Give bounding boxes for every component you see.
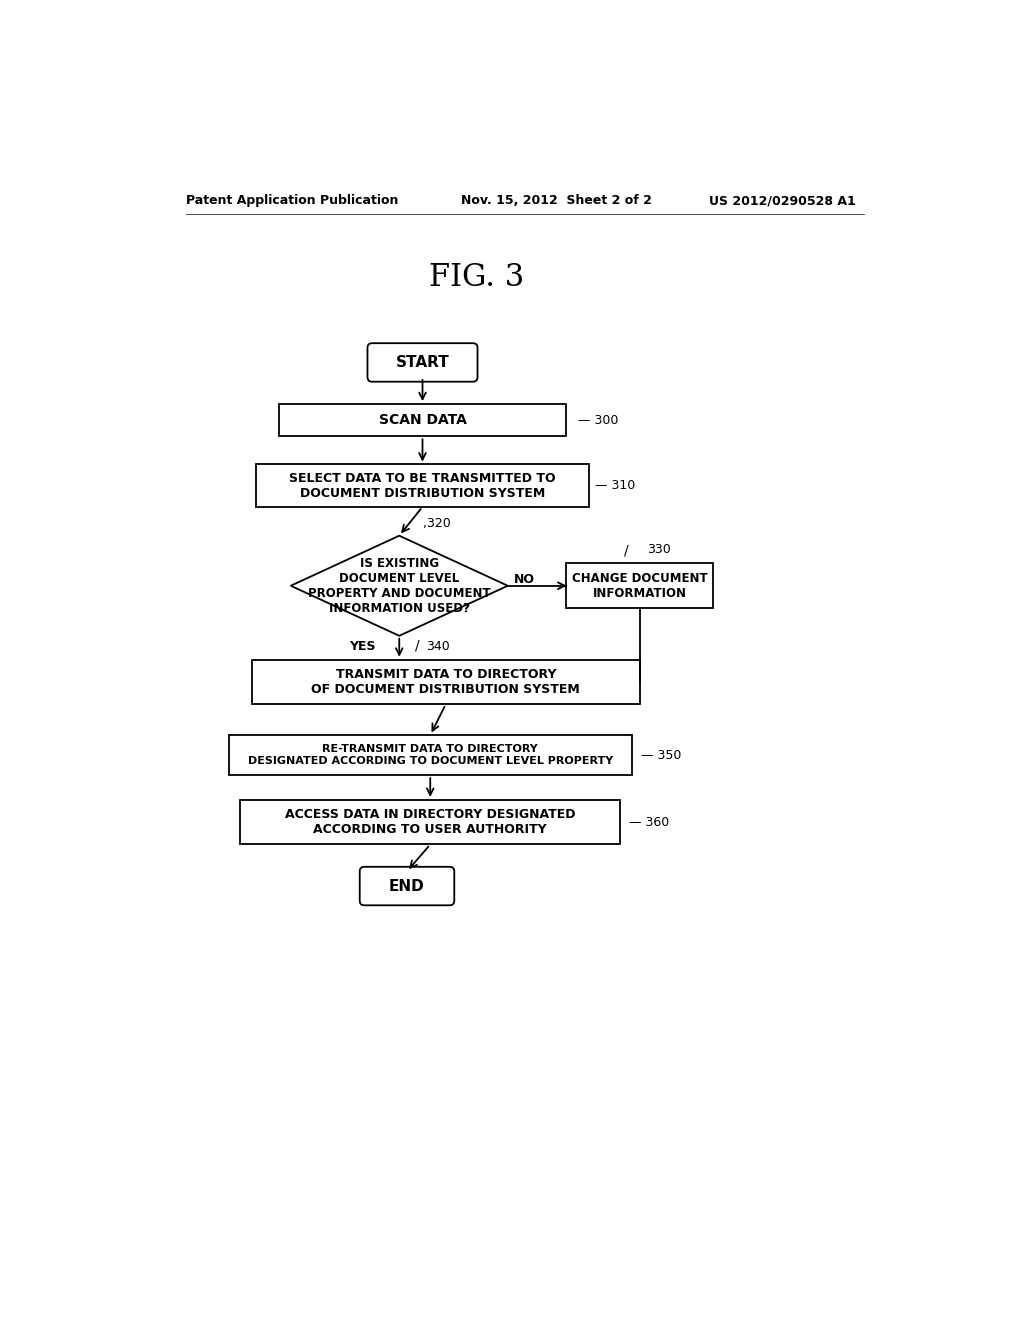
FancyBboxPatch shape (359, 867, 455, 906)
Text: ,320: ,320 (423, 516, 451, 529)
Text: START: START (395, 355, 450, 370)
Text: /: / (624, 544, 629, 557)
Text: YES: YES (349, 640, 376, 652)
Bar (280, 404, 566, 437)
Text: Nov. 15, 2012  Sheet 2 of 2: Nov. 15, 2012 Sheet 2 of 2 (461, 194, 652, 207)
Text: Patent Application Publication: Patent Application Publication (186, 194, 398, 207)
Text: — 360: — 360 (630, 816, 670, 829)
Text: US 2012/0290528 A1: US 2012/0290528 A1 (710, 194, 856, 207)
Text: SCAN DATA: SCAN DATA (379, 413, 467, 428)
Text: ACCESS DATA IN DIRECTORY DESIGNATED
ACCORDING TO USER AUTHORITY: ACCESS DATA IN DIRECTORY DESIGNATED ACCO… (285, 808, 575, 836)
Text: END: END (389, 879, 425, 894)
Text: NO: NO (514, 573, 535, 586)
Text: CHANGE DOCUMENT
INFORMATION: CHANGE DOCUMENT INFORMATION (571, 572, 708, 599)
Bar (566, 564, 713, 609)
Text: /: / (415, 638, 420, 652)
Polygon shape (291, 536, 508, 636)
Bar (252, 660, 640, 705)
Text: — 300: — 300 (578, 413, 617, 426)
Text: 330: 330 (647, 543, 671, 556)
Text: — 310: — 310 (595, 479, 636, 492)
Text: FIG. 3: FIG. 3 (429, 263, 524, 293)
Bar (256, 465, 589, 507)
Text: 340: 340 (426, 640, 451, 652)
FancyBboxPatch shape (368, 343, 477, 381)
Bar (228, 735, 632, 775)
Text: IS EXISTING
DOCUMENT LEVEL
PROPERTY AND DOCUMENT
INFORMATION USED?: IS EXISTING DOCUMENT LEVEL PROPERTY AND … (308, 557, 490, 615)
Text: — 350: — 350 (641, 748, 681, 762)
Text: TRANSMIT DATA TO DIRECTORY
OF DOCUMENT DISTRIBUTION SYSTEM: TRANSMIT DATA TO DIRECTORY OF DOCUMENT D… (311, 668, 581, 696)
Bar (241, 800, 621, 845)
Text: SELECT DATA TO BE TRANSMITTED TO
DOCUMENT DISTRIBUTION SYSTEM: SELECT DATA TO BE TRANSMITTED TO DOCUMEN… (289, 471, 556, 500)
Text: RE-TRANSMIT DATA TO DIRECTORY
DESIGNATED ACCORDING TO DOCUMENT LEVEL PROPERTY: RE-TRANSMIT DATA TO DIRECTORY DESIGNATED… (248, 744, 613, 766)
